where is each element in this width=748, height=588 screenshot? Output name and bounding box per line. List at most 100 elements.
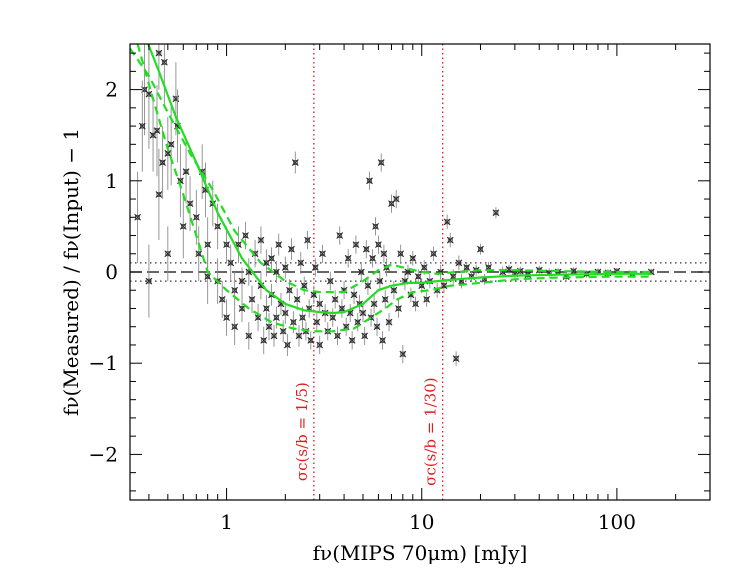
- data-point: [362, 240, 370, 259]
- point-box: [386, 319, 392, 325]
- point-box: [380, 338, 385, 343]
- data-point: [307, 331, 315, 350]
- data-point: [359, 303, 367, 323]
- point-box: [398, 251, 404, 257]
- data-point: [160, 44, 168, 108]
- data-point: [477, 243, 484, 255]
- point-box: [287, 287, 292, 293]
- data-points: [134, 44, 655, 366]
- point-box: [215, 224, 220, 229]
- data-point: [223, 299, 230, 336]
- data-point: [245, 322, 253, 350]
- data-point: [412, 296, 419, 312]
- data-point: [437, 264, 445, 280]
- y-axis-label: fν(Measured) / fν(Input) − 1: [59, 128, 83, 416]
- data-point: [397, 244, 405, 263]
- data-point: [370, 294, 378, 314]
- point-box: [349, 338, 355, 343]
- point-box: [381, 251, 387, 257]
- data-point: [138, 80, 146, 172]
- data-point: [145, 244, 153, 318]
- point-box: [187, 201, 193, 206]
- point-box: [456, 260, 462, 266]
- data-point: [134, 171, 141, 263]
- point-box: [173, 96, 179, 102]
- data-point: [297, 251, 305, 274]
- data-point: [238, 294, 246, 323]
- point-box: [413, 301, 418, 307]
- point-box: [396, 306, 401, 311]
- point-box: [294, 297, 300, 302]
- point-box: [205, 242, 211, 247]
- point-box: [464, 265, 470, 270]
- point-box: [228, 260, 234, 266]
- data-point: [179, 194, 187, 259]
- point-box: [296, 333, 302, 339]
- point-box: [351, 292, 357, 298]
- data-point: [404, 264, 412, 280]
- data-point: [275, 233, 283, 256]
- data-point: [310, 285, 318, 304]
- data-point: [316, 335, 324, 355]
- data-point: [227, 244, 235, 282]
- data-point: [364, 276, 372, 295]
- data-point: [164, 226, 172, 282]
- point-box: [292, 160, 298, 165]
- data-point: [377, 153, 385, 172]
- fit-curve-median: [146, 44, 652, 315]
- data-point: [300, 276, 308, 295]
- point-box: [168, 141, 174, 147]
- y-tick-label: 1: [105, 169, 118, 193]
- point-box: [249, 297, 255, 302]
- data-point: [257, 226, 265, 254]
- data-point: [254, 303, 262, 332]
- point-box: [382, 297, 388, 302]
- data-point: [346, 303, 354, 323]
- data-point: [379, 331, 386, 350]
- point-box: [289, 246, 294, 252]
- point-box: [232, 324, 238, 330]
- y-tick-label: −2: [89, 442, 118, 466]
- data-point: [248, 285, 256, 314]
- data-point: [380, 244, 388, 263]
- data-point: [291, 151, 299, 174]
- data-point: [395, 299, 402, 318]
- point-box: [264, 260, 269, 266]
- point-box: [243, 233, 248, 238]
- point-box: [146, 91, 152, 97]
- point-box: [180, 224, 186, 229]
- point-box: [239, 306, 245, 311]
- point-box: [246, 333, 252, 339]
- point-box: [330, 315, 336, 320]
- data-point: [319, 244, 326, 263]
- point-box: [193, 214, 199, 220]
- data-point: [409, 251, 417, 266]
- point-box: [312, 265, 318, 270]
- point-box: [282, 265, 288, 270]
- data-point: [311, 258, 319, 277]
- point-box: [317, 301, 323, 307]
- data-point: [392, 189, 400, 209]
- point-box: [165, 251, 171, 257]
- point-box: [160, 160, 165, 165]
- point-box: [358, 269, 364, 275]
- data-point: [388, 194, 395, 213]
- data-point: [295, 324, 303, 347]
- point-box: [156, 192, 162, 197]
- point-box: [146, 278, 152, 284]
- data-point: [223, 226, 230, 263]
- data-point: [263, 294, 270, 323]
- point-box: [447, 237, 453, 243]
- data-point: [204, 249, 212, 304]
- data-point: [304, 230, 311, 250]
- data-point: [186, 176, 194, 231]
- data-point: [270, 324, 278, 347]
- point-box: [266, 324, 272, 330]
- data-point: [342, 317, 350, 336]
- point-box: [389, 201, 394, 206]
- data-point: [334, 326, 341, 345]
- point-box: [332, 297, 338, 302]
- point-box: [339, 306, 345, 311]
- point-box: [368, 315, 374, 320]
